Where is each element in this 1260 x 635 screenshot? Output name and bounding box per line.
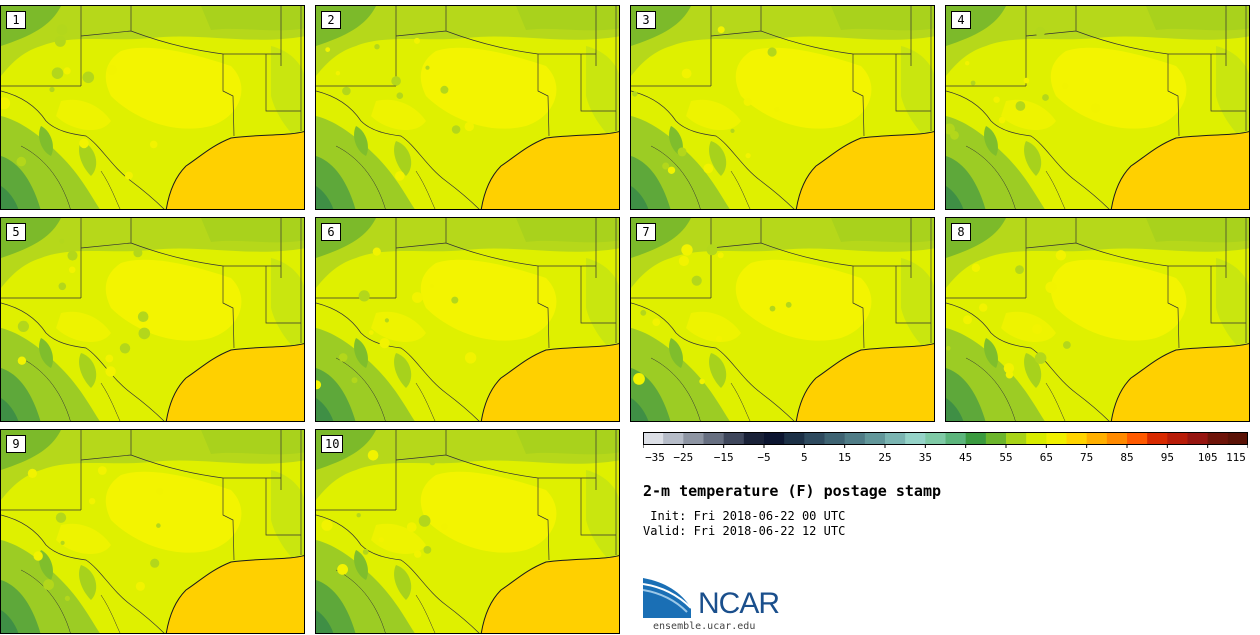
temperature-map xyxy=(1,430,304,633)
colorbar-segment xyxy=(1046,432,1067,444)
ensemble-member-map: 2 xyxy=(315,5,620,210)
member-number: 9 xyxy=(6,435,26,453)
logo-url: ensemble.ucar.edu xyxy=(653,621,756,632)
temperature-map xyxy=(946,218,1249,421)
colorbar-segment xyxy=(1026,432,1047,444)
colorbar-segment xyxy=(1187,432,1209,444)
member-number: 3 xyxy=(636,11,656,29)
temperature-map xyxy=(316,430,619,633)
colorbar-tick-label: 15 xyxy=(838,451,851,464)
colorbar-segment xyxy=(925,432,946,444)
colorbar-tick-label: 85 xyxy=(1120,451,1133,464)
member-number: 1 xyxy=(6,11,26,29)
colorbar-segment xyxy=(1147,432,1168,444)
ensemble-member-map: 9 xyxy=(0,429,305,634)
temperature-colorbar: −35 −25 −15 −5 5 15 25 35 45 55 65 75 85 95 105 115 xyxy=(643,432,1248,464)
colorbar-tick-label: 95 xyxy=(1161,451,1174,464)
ensemble-member-map: 1 xyxy=(0,5,305,210)
colorbar-tick-label: 75 xyxy=(1080,451,1093,464)
colorbar-segment xyxy=(864,432,886,444)
ensemble-member-map: 4 xyxy=(945,5,1250,210)
colorbar-segment xyxy=(844,432,866,444)
colorbar-tick-label: 5 xyxy=(801,451,808,464)
ensemble-member-map: 6 xyxy=(315,217,620,422)
colorbar-segment xyxy=(743,432,765,444)
colorbar-segment xyxy=(945,432,967,444)
ensemble-member-map: 7 xyxy=(630,217,935,422)
colorbar-segment xyxy=(1086,432,1108,444)
temperature-map xyxy=(946,6,1249,209)
colorbar-outline xyxy=(643,432,1248,445)
member-number: 6 xyxy=(321,223,341,241)
colorbar-segment xyxy=(1106,432,1128,444)
colorbar-segment xyxy=(1227,432,1248,444)
figure-title: 2-m temperature (F) postage stamp xyxy=(643,482,942,500)
init-time: Init: Fri 2018-06-22 00 UTC xyxy=(643,509,846,523)
colorbar-segment xyxy=(643,432,664,444)
ensemble-member-map: 10 xyxy=(315,429,620,634)
colorbar-tick-label: −5 xyxy=(757,451,770,464)
colorbar-segment xyxy=(1066,432,1088,444)
colorbar-segment xyxy=(723,432,745,444)
valid-time: Valid: Fri 2018-06-22 12 UTC xyxy=(643,524,846,538)
colorbar-segment xyxy=(764,432,785,444)
colorbar-tick-label: 55 xyxy=(999,451,1012,464)
temperature-map xyxy=(631,218,934,421)
ncar-logo xyxy=(643,578,692,618)
colorbar-tick-label: 45 xyxy=(959,451,972,464)
colorbar-segment xyxy=(804,432,825,444)
colorbar-segment xyxy=(985,432,1007,444)
colorbar-segment xyxy=(905,432,926,444)
member-number: 7 xyxy=(636,223,656,241)
colorbar-segment xyxy=(663,432,684,444)
colorbar-segment xyxy=(784,432,805,444)
ensemble-member-map: 3 xyxy=(630,5,935,210)
temperature-map xyxy=(1,218,304,421)
colorbar-segment xyxy=(1167,432,1188,444)
temperature-map xyxy=(316,6,619,209)
colorbar-segment xyxy=(824,432,846,444)
temperature-map xyxy=(316,218,619,421)
member-number: 5 xyxy=(6,223,26,241)
ensemble-member-map: 5 xyxy=(0,217,305,422)
colorbar-segment xyxy=(1207,432,1229,444)
member-number: 10 xyxy=(321,435,344,453)
colorbar-tick-label: −15 xyxy=(714,451,734,464)
colorbar-segment xyxy=(1006,432,1027,444)
temperature-map xyxy=(1,6,304,209)
member-number: 8 xyxy=(951,223,971,241)
member-number: 2 xyxy=(321,11,341,29)
colorbar-tick-label: −25 xyxy=(673,451,693,464)
colorbar-segment xyxy=(683,432,704,444)
colorbar-tick-label: 115 xyxy=(1226,451,1246,464)
colorbar-tick-label: 65 xyxy=(1040,451,1053,464)
colorbar-segment xyxy=(1127,432,1148,444)
ncar-logo-text: NCAR xyxy=(698,587,780,620)
colorbar-segment xyxy=(703,432,725,444)
member-number: 4 xyxy=(951,11,971,29)
colorbar-tick-label: −35 xyxy=(645,451,665,464)
colorbar-tick-label: 105 xyxy=(1198,451,1218,464)
colorbar-segment xyxy=(885,432,906,444)
ensemble-member-map: 8 xyxy=(945,217,1250,422)
colorbar-tick-label: 35 xyxy=(919,451,932,464)
colorbar-tick-label: 25 xyxy=(878,451,891,464)
temperature-map xyxy=(631,6,934,209)
colorbar-segment xyxy=(965,432,987,444)
